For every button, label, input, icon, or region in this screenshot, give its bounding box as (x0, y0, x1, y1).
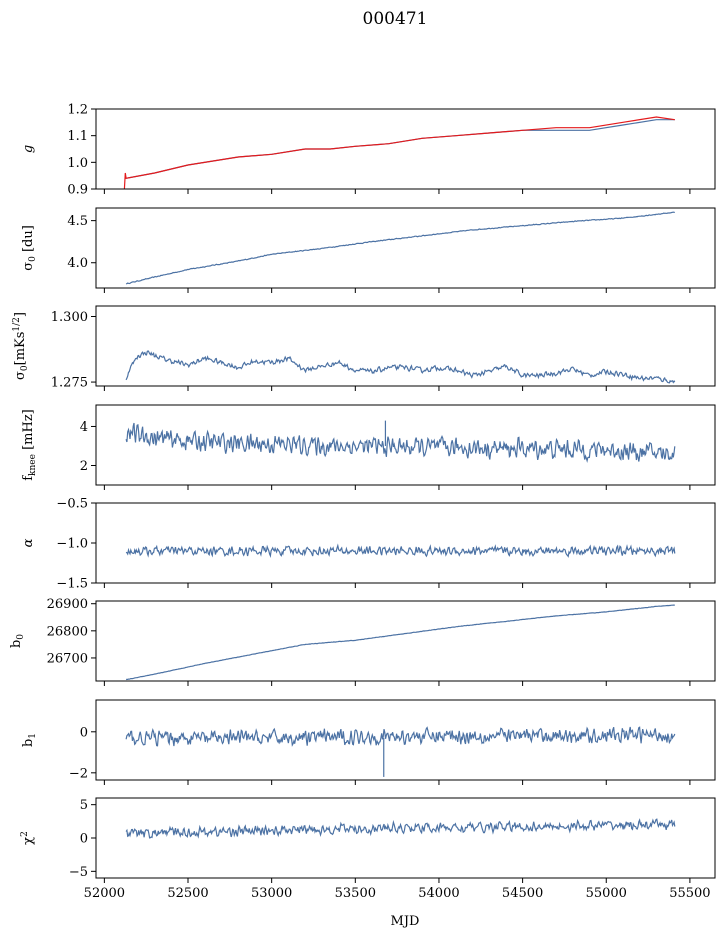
y-tick-label: 4 (80, 420, 88, 435)
series-line-1 (125, 422, 676, 463)
axes-frame (95, 699, 716, 781)
y-axis-label: b0 (9, 634, 26, 648)
series-line-1 (125, 211, 675, 285)
y-tick-label: 0 (80, 725, 88, 740)
x-tick-label: 55500 (669, 886, 710, 901)
y-tick-label: −1.0 (56, 537, 88, 552)
series-line-1 (126, 604, 675, 681)
series-group (125, 543, 676, 559)
subplot-5: −1.5 −1.0 −0.5 α (21, 497, 716, 592)
series-line-1 (125, 818, 676, 839)
axes-frame (95, 207, 716, 289)
axes-frame (95, 502, 716, 584)
x-tick-label: 52000 (84, 886, 125, 901)
subplot-2: 4.0 4.5 σ0 [du] (21, 207, 716, 293)
y-tick-label: 1.275 (51, 376, 88, 391)
x-tick-label: 54500 (502, 886, 543, 901)
y-tick-label: −1.5 (56, 577, 88, 592)
x-tick-label: 52500 (167, 886, 208, 901)
y-tick-label: 4.5 (67, 214, 88, 229)
y-tick-label: 0.9 (67, 183, 88, 198)
y-tick-label: 1.1 (67, 129, 88, 144)
y-tick-label: 0 (80, 832, 88, 847)
y-axis-label: α (21, 538, 36, 547)
axes-frame (95, 108, 716, 190)
y-axis-label: g (21, 145, 36, 153)
axes-frame (95, 600, 716, 682)
series-group (126, 604, 675, 681)
axes-frame (95, 797, 716, 879)
series-group (125, 350, 676, 384)
y-tick-label: 26900 (47, 597, 88, 612)
y-tick-label: −2 (69, 766, 88, 781)
subplot-8: 52000 52500 53000 53500 54000 54500 55000 55500… (20, 797, 716, 901)
subplot-6: 26700 26800 26900 b0 (9, 597, 716, 686)
x-tick-label: 53500 (335, 886, 376, 901)
series-line-1 (125, 543, 676, 559)
y-tick-label: 4.0 (67, 256, 88, 271)
series-group (125, 818, 676, 839)
series-line-1 (125, 726, 676, 747)
series-group (125, 726, 676, 777)
y-tick-label: 1.0 (67, 156, 88, 171)
series-group (125, 420, 676, 463)
y-axis-label: σ0 [du] (21, 225, 38, 271)
x-tick-label: 55000 (586, 886, 627, 901)
y-tick-label: −5 (69, 865, 88, 880)
subplot-stack: 0.9 1.0 1.1 1.2 g 4.0 4.5 σ0 [du] 1.275 1.300 σ0[m… (9, 103, 716, 901)
axes-frame (95, 404, 716, 486)
series-line-1 (125, 350, 676, 384)
y-axis-label: fknee [mHz] (21, 409, 38, 481)
y-axis-label: σ0[mKs1/2] (12, 312, 30, 380)
figure-title: 000471 (363, 9, 428, 29)
subplot-1: 0.9 1.0 1.1 1.2 g (21, 103, 716, 198)
y-tick-label: −0.5 (56, 497, 88, 512)
y-tick-label: 1.2 (67, 103, 88, 118)
subplot-7: −2 0 b1 (21, 699, 716, 785)
y-tick-label: 2 (80, 459, 88, 474)
series-line-2 (123, 116, 675, 189)
y-tick-label: 26800 (47, 624, 88, 639)
y-axis-label: b1 (21, 733, 38, 747)
y-axis-label: χ2 (20, 831, 36, 845)
y-tick-label: 26700 (47, 651, 88, 666)
series-group (125, 211, 675, 285)
x-axis-label: MJD (391, 914, 420, 929)
y-tick-label: 5 (80, 798, 88, 813)
subplot-4: 2 4 fknee [mHz] (21, 404, 716, 490)
x-tick-label: 53000 (251, 886, 292, 901)
y-tick-label: 1.300 (51, 310, 88, 325)
series-line-1 (125, 119, 675, 179)
series-group (123, 116, 675, 189)
x-tick-label: 54000 (418, 886, 459, 901)
axes-frame (95, 305, 716, 387)
subplot-3: 1.275 1.300 σ0[mKs1/2] (12, 305, 716, 391)
